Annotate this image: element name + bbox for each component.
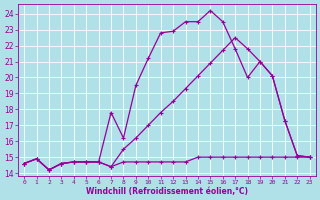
X-axis label: Windchill (Refroidissement éolien,°C): Windchill (Refroidissement éolien,°C) — [86, 187, 248, 196]
